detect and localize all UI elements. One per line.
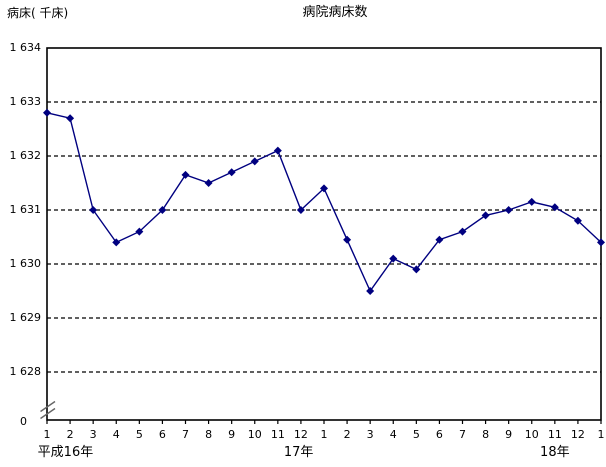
data-point xyxy=(112,238,121,247)
x-tick-label: 12 xyxy=(293,428,308,441)
data-point xyxy=(504,206,513,214)
x-tick-label: 7 xyxy=(182,428,189,441)
data-point xyxy=(66,114,75,123)
y-axis-origin-label: 0 xyxy=(20,415,27,428)
data-point xyxy=(227,168,236,177)
x-year-label: 17年 xyxy=(283,445,314,460)
data-point xyxy=(181,170,190,179)
data-point xyxy=(435,235,444,244)
data-point xyxy=(250,157,259,166)
y-tick-label: 1 633 xyxy=(9,95,42,108)
data-point xyxy=(343,235,352,244)
y-tick-label: 1 629 xyxy=(9,311,42,324)
x-tick-label: 2 xyxy=(343,428,351,441)
data-point xyxy=(597,238,605,247)
data-point xyxy=(273,146,282,155)
x-tick-label: 8 xyxy=(205,428,213,441)
data-point xyxy=(43,108,51,117)
chart-title: 病院病床数 xyxy=(302,5,368,20)
y-tick-label: 1 634 xyxy=(9,41,42,54)
data-point xyxy=(320,184,328,193)
data-point xyxy=(412,265,421,274)
data-point xyxy=(389,254,398,263)
x-tick-label: 1 xyxy=(597,428,605,441)
x-tick-label: 10 xyxy=(524,428,539,441)
data-point xyxy=(481,211,490,220)
x-tick-label: 1 xyxy=(43,428,51,441)
x-tick-label: 1 xyxy=(320,428,328,441)
y-tick-label: 1 630 xyxy=(9,257,42,270)
data-point xyxy=(573,216,582,225)
x-tick-label: 5 xyxy=(135,428,143,441)
axis-break-icon xyxy=(40,400,56,413)
axis-break-icon xyxy=(40,407,56,420)
x-year-label: 平成16年 xyxy=(37,445,94,460)
y-tick-label: 1 631 xyxy=(9,203,42,216)
y-axis-unit-label: 病床( 千床) xyxy=(7,6,69,20)
y-tick-label: 1 632 xyxy=(9,149,42,162)
x-tick-label: 11 xyxy=(547,428,562,441)
x-tick-label: 5 xyxy=(412,428,420,441)
data-point xyxy=(550,203,559,212)
x-tick-label: 9 xyxy=(228,428,236,441)
x-tick-label: 7 xyxy=(459,428,466,441)
plot-border xyxy=(46,47,602,421)
data-point xyxy=(458,227,467,236)
x-tick-label: 4 xyxy=(389,428,397,441)
x-tick-label: 3 xyxy=(366,428,374,441)
x-year-label: 18年 xyxy=(540,445,570,460)
x-tick-label: 6 xyxy=(435,428,443,441)
x-tick-label: 2 xyxy=(66,428,74,441)
data-point xyxy=(135,227,144,236)
data-point xyxy=(527,197,536,206)
data-point xyxy=(296,206,305,214)
y-tick-label: 1 628 xyxy=(9,365,42,378)
x-tick-label: 4 xyxy=(112,428,120,441)
x-tick-label: 10 xyxy=(247,428,262,441)
x-tick-label: 8 xyxy=(482,428,490,441)
x-tick-label: 9 xyxy=(505,428,513,441)
data-point xyxy=(204,179,213,187)
data-point xyxy=(89,206,98,214)
data-point xyxy=(158,206,167,214)
data-point xyxy=(366,287,375,295)
x-tick-label: 3 xyxy=(89,428,97,441)
x-tick-label: 12 xyxy=(570,428,585,441)
x-tick-label: 11 xyxy=(270,428,285,441)
x-tick-label: 6 xyxy=(158,428,166,441)
